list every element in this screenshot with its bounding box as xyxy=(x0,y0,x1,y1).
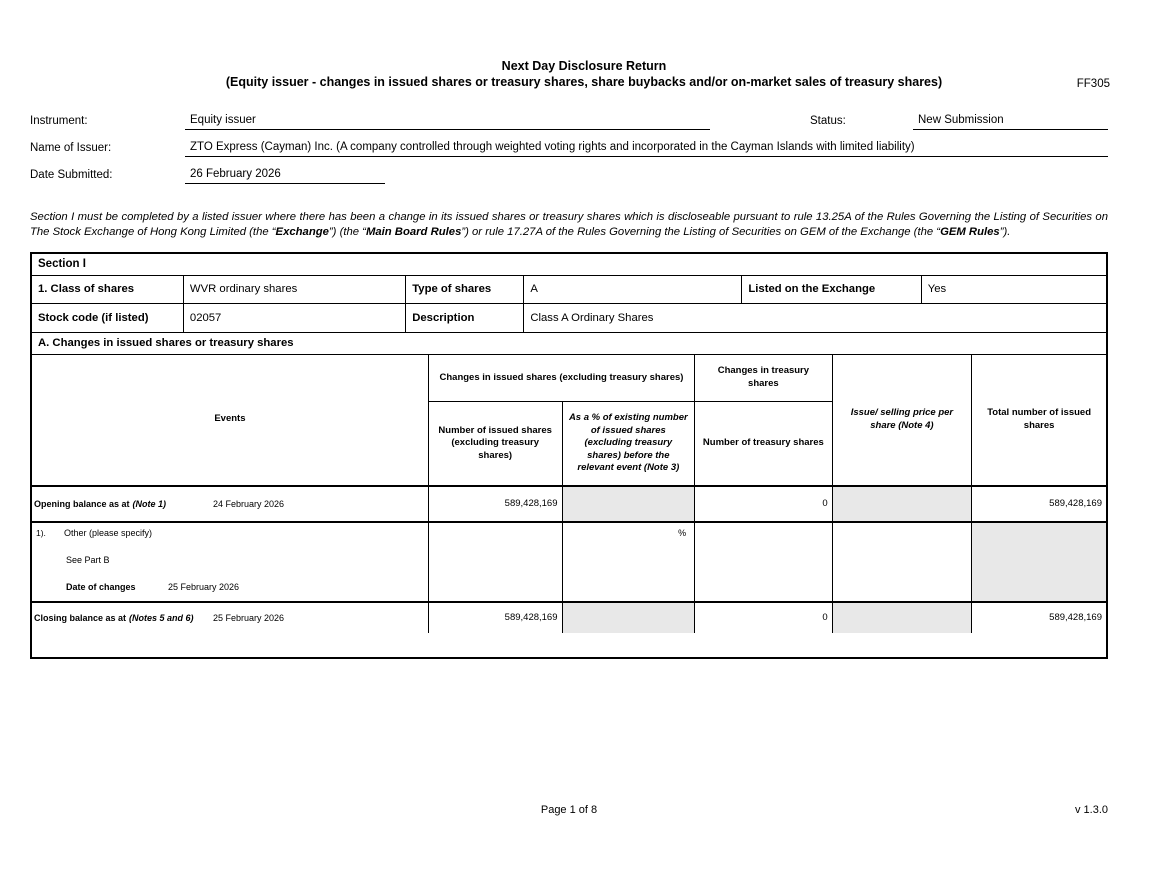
instrument-row: Instrument: Equity issuer Status: New Su… xyxy=(30,114,1108,130)
opening-balance-note: (Note 1) xyxy=(132,498,167,509)
closing-balance-events-cell: Closing balance as at (Notes 5 and 6) 25 F… xyxy=(31,600,429,634)
num-issued-header: Number of issued shares (excluding treas… xyxy=(427,401,563,487)
opening-total-cell: 589,428,169 xyxy=(971,484,1107,523)
event1-date-label: Date of changes xyxy=(66,581,136,592)
notice-gem-rules: GEM Rules xyxy=(940,225,1000,238)
opening-balance-label: Opening balance as at (Note 1) xyxy=(34,499,213,509)
page: FF305 Next Day Disclosure Return (Equity… xyxy=(0,58,1168,816)
event1-detail: See Part B xyxy=(66,554,110,565)
notice-main-board-rules: Main Board Rules xyxy=(365,225,462,238)
status-value: New Submission xyxy=(913,114,1108,130)
title-line2: (Equity issuer - changes in issued share… xyxy=(225,75,943,89)
section1-title: Section I xyxy=(32,254,1106,276)
changes-treasury-header: Changes in treasury shares xyxy=(694,354,833,403)
date-submitted-label: Date Submitted: xyxy=(30,169,113,181)
notice-text: ”) or rule 17.27A of the Rules Governing… xyxy=(461,225,941,238)
changes-table: Events Changes in issued shares (excludi… xyxy=(31,354,1107,634)
num-treasury-header: Number of treasury shares xyxy=(694,401,833,487)
closing-balance-note: (Notes 5 and 6) xyxy=(129,612,194,623)
notice-text: ”) (the “ xyxy=(328,225,366,238)
closing-balance-text: Closing balance as at xyxy=(34,612,127,623)
event1-events-cell: 1). Other (please specify) See Part B Da… xyxy=(31,520,429,603)
class-of-shares-label: 1. Class of shares xyxy=(31,275,184,305)
notice-exchange: Exchange xyxy=(275,225,329,238)
section1-notice: Section I must be completed by a listed … xyxy=(30,210,1108,240)
closing-num-issued-cell: 589,428,169 xyxy=(427,600,563,634)
date-submitted-row: Date Submitted: 26 February 2026 xyxy=(30,168,1108,184)
instrument-value: Equity issuer xyxy=(185,114,710,130)
event1-index: 1). xyxy=(36,527,46,538)
stock-code-row: Stock code (if listed) 02057 Description… xyxy=(31,303,1107,333)
type-of-shares-value: A xyxy=(523,275,743,305)
opening-price-cell-disabled xyxy=(831,484,973,523)
opening-num-treasury-cell: 0 xyxy=(694,484,833,523)
event1-num-issued-cell xyxy=(427,520,563,603)
changes-table-header-row1: Events Changes in issued shares (excludi… xyxy=(31,354,1107,487)
event1-price-cell xyxy=(831,520,973,603)
percent-existing-header: As a % of existing number of issued shar… xyxy=(561,401,696,487)
stock-code-label: Stock code (if listed) xyxy=(31,303,184,333)
changes-table-header-row2: Number of issued shares (excluding treas… xyxy=(32,401,1106,487)
empty-row xyxy=(32,633,1106,657)
listed-on-exchange-label: Listed on the Exchange xyxy=(741,275,922,305)
title-line1: Next Day Disclosure Return xyxy=(501,59,667,73)
closing-balance-row: Closing balance as at (Notes 5 and 6) 25 F… xyxy=(31,600,1107,634)
instrument-label: Instrument: xyxy=(30,115,88,127)
opening-balance-events-cell: Opening balance as at (Note 1) 24 February… xyxy=(31,484,429,523)
opening-balance-text: Opening balance as at xyxy=(34,498,130,509)
event1-line1: 1). Other (please specify) xyxy=(34,528,426,538)
event1-date-line: Date of changes 25 February 2026 xyxy=(66,582,426,592)
status-label: Status: xyxy=(810,115,846,127)
section1-table: 1. Class of shares WVR ordinary shares T… xyxy=(31,275,1107,333)
event1-num-treasury-cell xyxy=(694,520,833,603)
part-a-title: A. Changes in issued shares or treasury … xyxy=(32,331,1106,355)
class-of-shares-row: 1. Class of shares WVR ordinary shares T… xyxy=(31,275,1107,305)
description-label: Description xyxy=(405,303,525,333)
listed-on-exchange-value: Yes xyxy=(920,275,1107,305)
page-footer: Page 1 of 8 v 1.3.0 xyxy=(30,804,1108,816)
opening-num-issued-cell: 589,428,169 xyxy=(427,484,563,523)
type-of-shares-label: Type of shares xyxy=(405,275,525,305)
event1-row: 1). Other (please specify) See Part B Da… xyxy=(31,520,1107,603)
stock-code-value: 02057 xyxy=(182,303,407,333)
changes-issued-header: Changes in issued shares (excluding trea… xyxy=(427,354,696,403)
issuer-row: Name of Issuer: ZTO Express (Cayman) Inc… xyxy=(30,141,1108,157)
total-issued-header: Total number of issued shares xyxy=(971,354,1107,487)
page-title: Next Day Disclosure Return (Equity issue… xyxy=(0,58,1168,90)
issuer-value: ZTO Express (Cayman) Inc. (A company con… xyxy=(185,141,1108,157)
closing-balance-date: 25 February 2026 xyxy=(213,612,285,623)
notice-text: Section I must be completed by a listed … xyxy=(30,211,1108,238)
closing-price-cell-disabled xyxy=(831,600,973,634)
opening-percent-cell-disabled xyxy=(561,484,696,523)
class-of-shares-value: WVR ordinary shares xyxy=(182,275,407,305)
closing-balance-label: Closing balance as at (Notes 5 and 6) xyxy=(34,613,213,623)
opening-balance-row: Opening balance as at (Note 1) 24 February… xyxy=(31,484,1107,523)
section1-block: Section I 1. Class of shares WVR ordinar… xyxy=(30,251,1108,659)
issuer-label: Name of Issuer: xyxy=(30,142,112,154)
event1-total-cell-disabled xyxy=(971,520,1107,603)
form-code: FF305 xyxy=(1076,78,1110,90)
notice-text: ”). xyxy=(999,225,1011,238)
description-value: Class A Ordinary Shares xyxy=(523,303,1107,333)
opening-balance-date: 24 February 2026 xyxy=(213,498,285,509)
closing-percent-cell-disabled xyxy=(561,600,696,634)
page-number: Page 1 of 8 xyxy=(540,804,598,816)
header-fields: Instrument: Equity issuer Status: New Su… xyxy=(30,114,1108,184)
version-label: v 1.3.0 xyxy=(1074,804,1108,816)
price-per-share-header: Issue/ selling price per share (Note 4) xyxy=(831,354,973,487)
event1-percent-cell: % xyxy=(561,520,696,603)
closing-total-cell: 589,428,169 xyxy=(971,600,1107,634)
events-header: Events xyxy=(31,354,429,487)
event1-date: 25 February 2026 xyxy=(168,581,240,592)
event1-label: Other (please specify) xyxy=(64,527,153,538)
date-submitted-value: 26 February 2026 xyxy=(185,168,385,184)
closing-num-treasury-cell: 0 xyxy=(694,600,833,634)
